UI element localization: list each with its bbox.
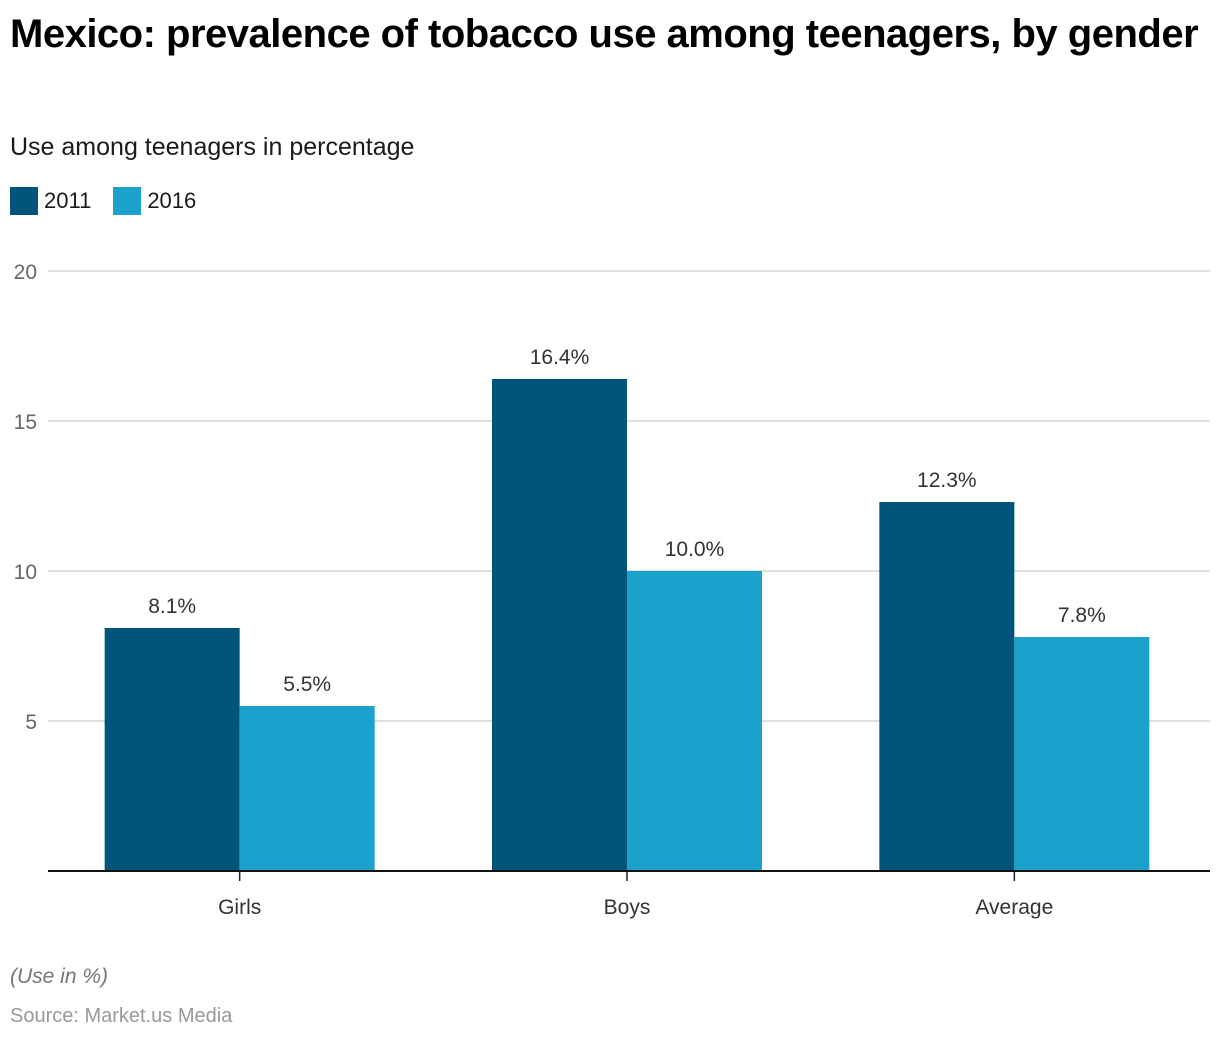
x-tick-label: Average bbox=[975, 896, 1053, 919]
bar-2011-girls bbox=[104, 628, 240, 871]
bar-chart: 5 10 15 20 8.1% 5.5% 16.4% 10.0% 12.3% 7.8% Girl… bbox=[14, 261, 1210, 919]
y-tick-label: 5 bbox=[25, 711, 37, 734]
y-tick-label: 15 bbox=[14, 411, 37, 434]
bar-2016-boys bbox=[627, 571, 762, 871]
chart-note: (Use in %) bbox=[10, 965, 109, 988]
value-label: 12.3% bbox=[917, 469, 977, 492]
bar-2011-average bbox=[879, 502, 1015, 871]
bar-2016-average bbox=[1014, 637, 1150, 871]
value-label: 8.1% bbox=[148, 595, 196, 618]
y-tick-label: 20 bbox=[14, 261, 37, 284]
value-label: 16.4% bbox=[530, 346, 590, 369]
legend-label: 2016 bbox=[147, 188, 197, 213]
x-tick-label: Girls bbox=[218, 896, 261, 919]
y-tick-label: 10 bbox=[14, 561, 37, 584]
legend-item-2016[interactable]: 2016 bbox=[113, 187, 196, 215]
value-label: 5.5% bbox=[283, 673, 331, 696]
x-tick-label: Boys bbox=[604, 896, 651, 919]
bars bbox=[104, 379, 1150, 871]
bar-2011-boys bbox=[492, 379, 627, 871]
value-label: 10.0% bbox=[665, 538, 725, 561]
x-axis: Girls Boys Average bbox=[48, 870, 1210, 919]
chart-subtitle: Use among teenagers in percentage bbox=[10, 133, 415, 161]
legend-swatch-2016 bbox=[113, 187, 142, 215]
chart-source: Source: Market.us Media bbox=[10, 1005, 233, 1027]
legend-swatch-2011 bbox=[10, 187, 38, 215]
chart-title: Mexico: prevalence of tobacco use among … bbox=[10, 12, 1199, 56]
legend: 2011 2016 bbox=[10, 187, 218, 215]
value-labels: 8.1% 5.5% 16.4% 10.0% 12.3% 7.8% bbox=[148, 346, 1106, 696]
bar-2016-girls bbox=[239, 706, 375, 871]
legend-item-2011[interactable]: 2011 bbox=[10, 187, 91, 215]
value-label: 7.8% bbox=[1058, 604, 1106, 627]
y-axis-ticks: 5 10 15 20 bbox=[14, 261, 37, 734]
legend-label: 2011 bbox=[44, 188, 92, 213]
